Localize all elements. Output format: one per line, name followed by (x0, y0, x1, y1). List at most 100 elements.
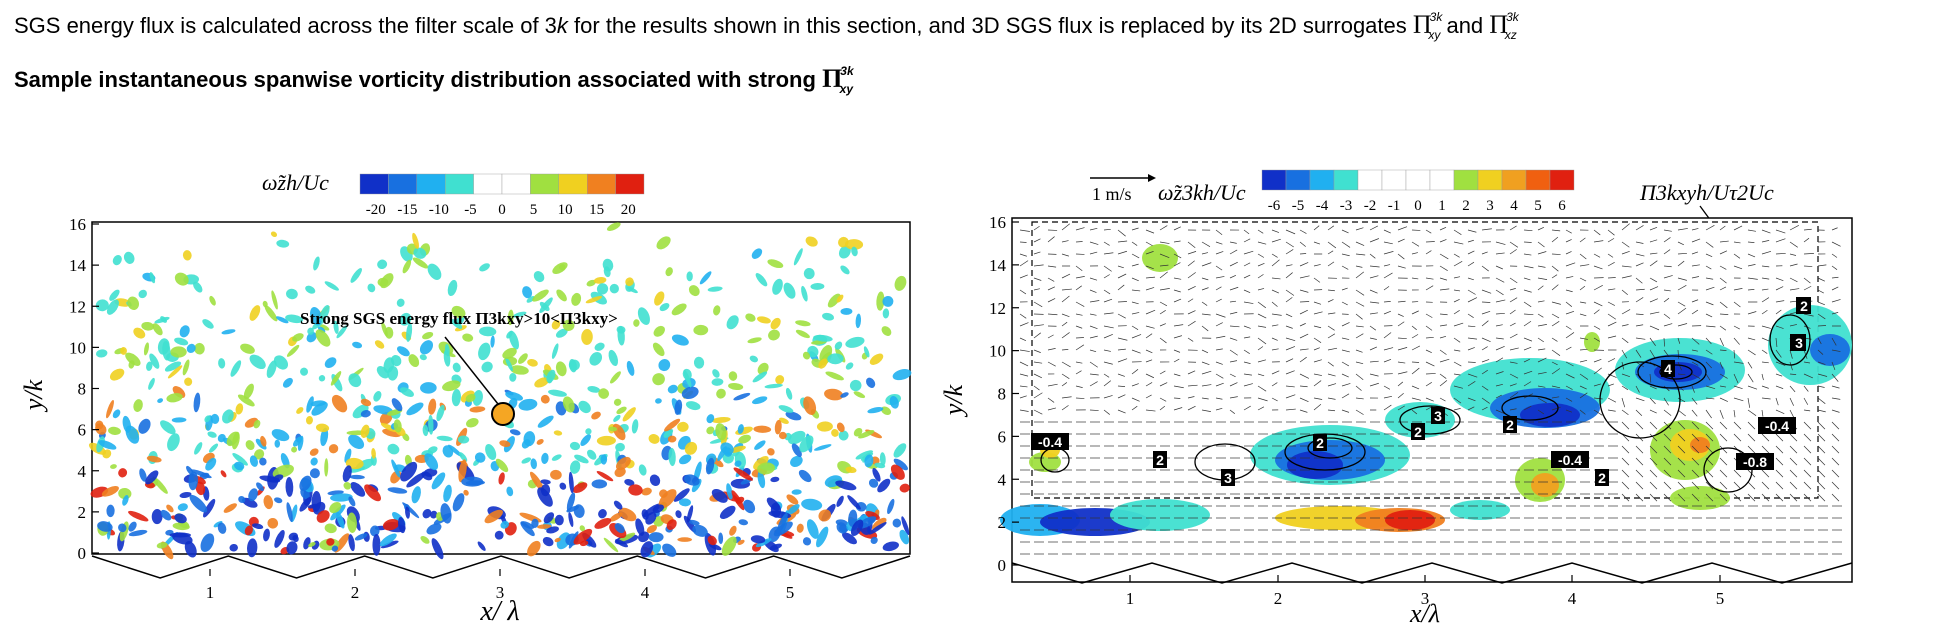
velocity-vector (1831, 457, 1840, 466)
vorticity-blob (667, 384, 678, 394)
velocity-vector (1341, 265, 1349, 270)
vorticity-blob (637, 307, 650, 325)
vorticity-blob (594, 517, 612, 529)
velocity-vector (1159, 310, 1166, 315)
vorticity-blob (436, 404, 445, 422)
velocity-vector (1719, 409, 1724, 419)
velocity-vector (1425, 325, 1433, 331)
velocity-vector (1817, 409, 1826, 413)
vorticity-blob (422, 424, 429, 437)
vorticity-blob (540, 479, 551, 485)
velocity-vector (1789, 324, 1798, 327)
velocity-vector (1383, 286, 1390, 291)
vorticity-blob (310, 306, 323, 326)
vorticity-blob (542, 536, 554, 547)
vorticity-blob (881, 326, 892, 336)
vorticity-blob (566, 492, 576, 512)
velocity-vector (1215, 286, 1222, 291)
velocity-vector (1607, 313, 1617, 320)
velocity-vector (1201, 252, 1209, 255)
vorticity-blob (203, 498, 216, 518)
left-y-tick-label: 10 (69, 338, 86, 357)
right-colorbar-tick-label: -1 (1388, 198, 1401, 214)
velocity-vector (1761, 373, 1764, 381)
vorticity-blob (520, 521, 535, 529)
velocity-vector (1299, 241, 1306, 247)
vorticity-blob (193, 392, 201, 413)
velocity-vector (1537, 385, 1546, 388)
velocity-vector (1383, 264, 1391, 267)
left-colorbar-tick-label: 10 (558, 202, 573, 218)
velocity-vector (1383, 385, 1391, 390)
velocity-vector (1299, 323, 1306, 327)
velocity-vector (1733, 421, 1742, 430)
left-colorbar-swatch (530, 173, 560, 195)
velocity-vector (1313, 277, 1321, 283)
velocity-vector (1103, 274, 1110, 279)
velocity-vector (1061, 349, 1069, 351)
velocity-vector (1229, 286, 1239, 291)
velocity-vector (1327, 347, 1338, 351)
contour-label: -0.8 (1743, 454, 1767, 470)
vorticity-blob (184, 541, 197, 558)
velocity-vector (1509, 309, 1516, 315)
vorticity-blob (162, 340, 171, 361)
right-colorbar-swatch (1381, 169, 1407, 191)
velocity-vector (1523, 229, 1533, 232)
vorticity-blob (436, 435, 453, 442)
velocity-vector (1579, 301, 1587, 304)
left-colorbar-swatch (501, 173, 531, 195)
vorticity-blob (776, 512, 788, 534)
vorticity-blob (646, 524, 658, 534)
velocity-vector (1369, 301, 1380, 304)
vorticity-blob (568, 358, 577, 373)
velocity-vector (1663, 265, 1672, 268)
vorticity-blob (869, 353, 884, 365)
left-x-tick-label: 3 (496, 583, 505, 602)
velocity-vector (1761, 361, 1769, 364)
velocity-vector (1649, 311, 1660, 315)
velocity-vector (1439, 373, 1447, 379)
velocity-vector (1649, 260, 1658, 267)
velocity-vector (1327, 409, 1336, 412)
vorticity-blob (807, 345, 819, 358)
vorticity-blob (802, 537, 812, 546)
velocity-vector (1173, 289, 1181, 293)
vorticity-blob (299, 496, 312, 512)
velocity-vector (1719, 457, 1728, 466)
velocity-vector (1621, 250, 1630, 255)
velocity-vector (1733, 385, 1743, 390)
velocity-vector (1719, 373, 1728, 379)
velocity-vector (1691, 361, 1699, 366)
velocity-vector (1621, 385, 1629, 391)
velocity-vector (1831, 385, 1840, 389)
velocity-vector (1243, 383, 1253, 387)
vorticity-blob (562, 319, 575, 331)
vorticity-blob (472, 390, 483, 406)
vorticity-blob (552, 262, 568, 274)
vorticity-blob (443, 484, 452, 502)
left-wall-roughness (91, 555, 911, 579)
velocity-vector (1551, 321, 1560, 327)
velocity-vector (1341, 349, 1350, 353)
velocity-vector (1453, 361, 1462, 367)
flux-contour (1637, 355, 1707, 389)
velocity-vector (1145, 349, 1153, 354)
vorticity-blob (770, 476, 780, 483)
vorticity-blob (422, 508, 432, 519)
vorticity-blob (494, 530, 504, 540)
velocity-vector (1775, 373, 1783, 377)
velocity-vector (1061, 295, 1070, 303)
vorticity-blob (816, 421, 833, 432)
velocity-vector (1467, 397, 1476, 402)
vorticity-blob (95, 423, 107, 435)
left-y-tick-label: 8 (78, 380, 87, 399)
velocity-vector (1159, 225, 1168, 231)
velocity-vector (1285, 370, 1295, 375)
velocity-vector (1677, 307, 1687, 315)
velocity-vector (1117, 385, 1126, 387)
vorticity-blob (343, 481, 352, 490)
velocity-vector (1215, 373, 1224, 379)
vorticity-blob (374, 340, 385, 349)
vorticity-blob (259, 457, 267, 466)
